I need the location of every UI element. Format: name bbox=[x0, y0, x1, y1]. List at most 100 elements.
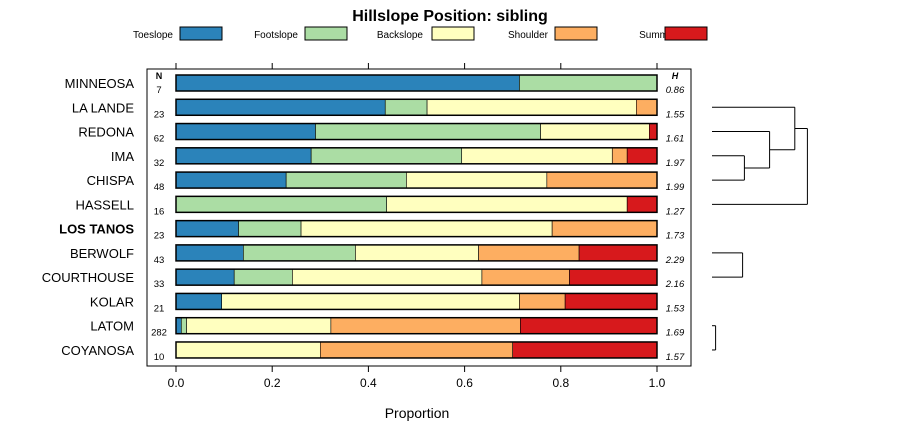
legend-label-backslope: Backslope bbox=[377, 30, 424, 41]
bar-los-tanos-shoulder bbox=[551, 220, 658, 237]
legend-label-footslope: Footslope bbox=[254, 30, 298, 41]
bar-latom-backslope bbox=[186, 317, 332, 335]
bar-outline-kolar bbox=[175, 292, 658, 311]
h-value-coyanosa: 1.57 bbox=[666, 352, 685, 363]
legend-swatch-toeslope bbox=[179, 26, 223, 41]
bar-ima-summit bbox=[626, 147, 658, 165]
bar-courthouse-shoulder bbox=[481, 268, 570, 286]
bar-ima-shoulder bbox=[611, 147, 628, 165]
bar-ima-toeslope bbox=[175, 147, 312, 165]
bar-outline-coyanosa bbox=[175, 341, 658, 359]
row-labels: MINNEOSA 7 0.86 LA LANDE 23 1.55 REDONA 62 1.61 I… bbox=[42, 76, 685, 363]
n-value-courthouse: 33 bbox=[154, 279, 165, 290]
bar-outline-latom bbox=[175, 316, 658, 335]
bar-kolar-summit bbox=[564, 293, 658, 310]
bar-outline-ima bbox=[175, 147, 658, 165]
bar-outline-minneosa bbox=[175, 74, 658, 92]
bar-outline-berwolf bbox=[175, 244, 658, 262]
bar-minneosa-footslope bbox=[519, 74, 658, 92]
h-value-los-tanos: 1.73 bbox=[666, 231, 685, 242]
bar-latom-summit bbox=[520, 317, 658, 335]
h-value-la-lande: 1.55 bbox=[666, 109, 685, 120]
x-tick-label-0: 0.0 bbox=[168, 376, 185, 390]
plot-frame bbox=[146, 68, 692, 367]
bar-redona-summit bbox=[648, 123, 658, 140]
bar-la-lande-shoulder bbox=[636, 98, 658, 116]
bar-kolar-toeslope bbox=[175, 293, 223, 310]
n-value-kolar: 21 bbox=[154, 303, 165, 314]
n-value-coyanosa: 10 bbox=[154, 352, 165, 363]
bar-chispa-backslope bbox=[406, 171, 548, 189]
bar-latom-toeslope bbox=[175, 317, 182, 335]
bar-redona-backslope bbox=[540, 123, 650, 140]
bar-courthouse-backslope bbox=[292, 268, 483, 286]
bar-courthouse-toeslope bbox=[175, 268, 235, 286]
bar-berwolf-footslope bbox=[243, 244, 356, 262]
bar-courthouse-footslope bbox=[233, 268, 293, 286]
h-value-latom: 1.69 bbox=[666, 328, 685, 339]
row-label-latom: LATOM bbox=[90, 319, 134, 334]
bar-la-lande-backslope bbox=[426, 98, 637, 116]
bar-los-tanos-toeslope bbox=[175, 220, 239, 237]
h-value-ima: 1.97 bbox=[666, 158, 685, 169]
bar-coyanosa-backslope bbox=[175, 341, 321, 359]
legend-swatch-backslope bbox=[431, 26, 475, 41]
h-value-kolar: 1.53 bbox=[666, 303, 685, 314]
h-value-chispa: 1.99 bbox=[666, 182, 685, 193]
n-value-ima: 32 bbox=[154, 158, 165, 169]
bar-chispa-toeslope bbox=[175, 171, 287, 189]
bar-la-lande-toeslope bbox=[175, 98, 386, 116]
n-value-berwolf: 43 bbox=[154, 255, 165, 266]
bar-courthouse-summit bbox=[569, 268, 658, 286]
bar-outline-redona bbox=[175, 122, 658, 141]
bar-outline-la-lande bbox=[175, 98, 658, 117]
legend-swatch-shoulder bbox=[554, 26, 598, 41]
row-label-kolar: KOLAR bbox=[90, 294, 134, 309]
h-value-courthouse: 2.16 bbox=[665, 279, 685, 290]
bar-outline-los-tanos bbox=[175, 219, 658, 238]
bar-area bbox=[175, 74, 658, 359]
legend-label-toeslope: Toeslope bbox=[133, 30, 173, 41]
bar-berwolf-toeslope bbox=[175, 244, 244, 262]
h-value-redona: 1.61 bbox=[666, 134, 685, 145]
row-label-la-lande: LA LANDE bbox=[72, 100, 134, 115]
x-tick-label-4: 0.8 bbox=[552, 376, 569, 390]
row-label-chispa: CHISPA bbox=[87, 173, 135, 188]
h-value-berwolf: 2.29 bbox=[665, 255, 685, 266]
n-value-hassell: 16 bbox=[154, 206, 165, 217]
bar-minneosa-toeslope bbox=[175, 74, 520, 92]
x-tick-label-3: 0.6 bbox=[456, 376, 473, 390]
bar-berwolf-summit bbox=[578, 244, 658, 262]
row-label-los-tanos: LOS TANOS bbox=[59, 222, 134, 237]
bar-kolar-backslope bbox=[221, 293, 520, 310]
legend-swatch-summit bbox=[664, 26, 708, 41]
x-tick-label-2: 0.4 bbox=[360, 376, 377, 390]
n-value-redona: 62 bbox=[154, 134, 165, 145]
bar-chispa-shoulder bbox=[546, 171, 658, 189]
row-label-berwolf: BERWOLF bbox=[70, 246, 134, 261]
bar-hassell-footslope bbox=[175, 196, 387, 213]
h-value-minneosa: 0.86 bbox=[666, 85, 685, 96]
row-label-coyanosa: COYANOSA bbox=[61, 343, 134, 358]
bar-los-tanos-footslope bbox=[238, 220, 302, 237]
bar-berwolf-shoulder bbox=[478, 244, 580, 262]
bar-outline-hassell bbox=[175, 195, 658, 214]
n-value-los-tanos: 23 bbox=[154, 231, 165, 242]
legend: Toeslope Footslope Backslope Shoulder Summit bbox=[133, 26, 708, 41]
chart-title: Hillslope Position: sibling bbox=[352, 8, 548, 25]
bar-coyanosa-shoulder bbox=[319, 341, 513, 359]
n-header: N bbox=[156, 71, 163, 81]
dendrogram bbox=[712, 106, 808, 351]
x-axis-label: Proportion bbox=[385, 405, 450, 421]
bar-outline-courthouse bbox=[175, 268, 658, 286]
bar-berwolf-backslope bbox=[355, 244, 479, 262]
bar-los-tanos-backslope bbox=[300, 220, 553, 237]
row-label-hassell: HASSELL bbox=[75, 197, 134, 212]
bar-la-lande-footslope bbox=[384, 98, 428, 116]
bar-kolar-shoulder bbox=[519, 293, 566, 310]
legend-label-summit: Summit bbox=[639, 30, 673, 41]
bar-coyanosa-summit bbox=[512, 341, 658, 359]
bar-latom-shoulder bbox=[330, 317, 521, 335]
bar-hassell-backslope bbox=[386, 196, 628, 213]
